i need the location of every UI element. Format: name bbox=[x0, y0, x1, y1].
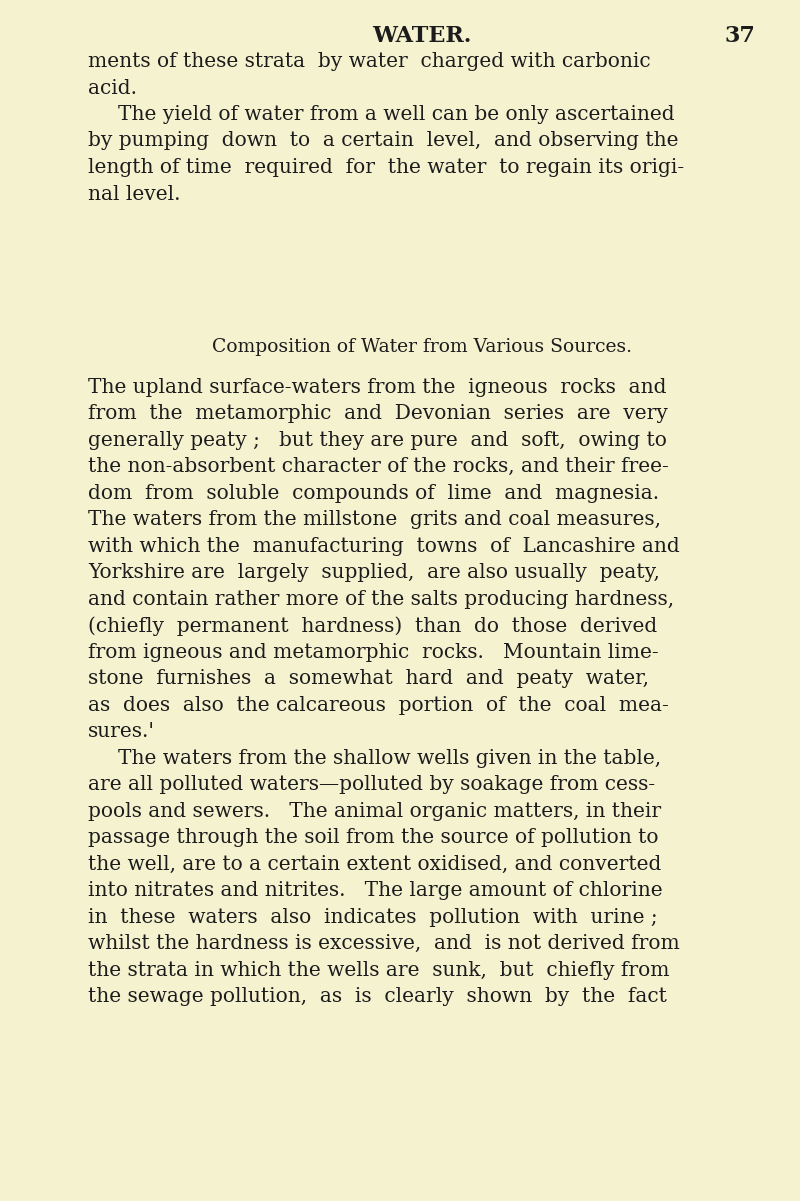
Text: and contain rather more of the salts producing hardness,: and contain rather more of the salts pro… bbox=[88, 590, 674, 609]
Text: in  these  waters  also  indicates  pollution  with  urine ;: in these waters also indicates pollution… bbox=[88, 908, 658, 927]
Text: into nitrates and nitrites.   The large amount of chlorine: into nitrates and nitrites. The large am… bbox=[88, 882, 662, 901]
Text: the sewage pollution,  as  is  clearly  shown  by  the  fact: the sewage pollution, as is clearly show… bbox=[88, 987, 667, 1006]
Text: (chiefly  permanent  hardness)  than  do  those  derived: (chiefly permanent hardness) than do tho… bbox=[88, 616, 658, 635]
Text: The waters from the millstone  grits and coal measures,: The waters from the millstone grits and … bbox=[88, 510, 661, 530]
Text: are all polluted waters—polluted by soakage from cess-: are all polluted waters—polluted by soak… bbox=[88, 776, 655, 794]
Text: The waters from the shallow wells given in the table,: The waters from the shallow wells given … bbox=[118, 748, 661, 767]
Text: with which the  manufacturing  towns  of  Lancashire and: with which the manufacturing towns of La… bbox=[88, 537, 680, 556]
Text: stone  furnishes  a  somewhat  hard  and  peaty  water,: stone furnishes a somewhat hard and peat… bbox=[88, 669, 649, 688]
Text: pools and sewers.   The animal organic matters, in their: pools and sewers. The animal organic mat… bbox=[88, 802, 661, 820]
Text: sures.': sures.' bbox=[88, 722, 155, 741]
Text: acid.: acid. bbox=[88, 78, 137, 97]
Text: dom  from  soluble  compounds of  lime  and  magnesia.: dom from soluble compounds of lime and m… bbox=[88, 484, 659, 503]
Text: The yield of water from a well can be only ascertained: The yield of water from a well can be on… bbox=[118, 104, 674, 124]
Text: 37: 37 bbox=[724, 25, 755, 47]
Text: the strata in which the wells are  sunk,  but  chiefly from: the strata in which the wells are sunk, … bbox=[88, 961, 670, 980]
Text: from  the  metamorphic  and  Devonian  series  are  very: from the metamorphic and Devonian series… bbox=[88, 405, 668, 423]
Text: whilst the hardness is excessive,  and  is not derived from: whilst the hardness is excessive, and is… bbox=[88, 934, 680, 954]
Text: nal level.: nal level. bbox=[88, 185, 181, 203]
Text: as  does  also  the calcareous  portion  of  the  coal  mea-: as does also the calcareous portion of t… bbox=[88, 695, 669, 715]
Text: Yorkshire are  largely  supplied,  are also usually  peaty,: Yorkshire are largely supplied, are also… bbox=[88, 563, 660, 582]
Text: ments of these strata  by water  charged with carbonic: ments of these strata by water charged w… bbox=[88, 52, 650, 71]
Text: the well, are to a certain extent oxidised, and converted: the well, are to a certain extent oxidis… bbox=[88, 855, 662, 874]
Text: passage through the soil from the source of pollution to: passage through the soil from the source… bbox=[88, 829, 658, 847]
Text: length of time  required  for  the water  to regain its origi-: length of time required for the water to… bbox=[88, 159, 684, 177]
Text: from igneous and metamorphic  rocks.   Mountain lime-: from igneous and metamorphic rocks. Moun… bbox=[88, 643, 658, 662]
Text: the non-absorbent character of the rocks, and their free-: the non-absorbent character of the rocks… bbox=[88, 458, 669, 477]
Text: WATER.: WATER. bbox=[372, 25, 471, 47]
Text: Composition of Water from Various Sources.: Composition of Water from Various Source… bbox=[211, 337, 631, 355]
Text: generally peaty ;   but they are pure  and  soft,  owing to: generally peaty ; but they are pure and … bbox=[88, 431, 667, 449]
Text: by pumping  down  to  a certain  level,  and observing the: by pumping down to a certain level, and … bbox=[88, 131, 678, 150]
Text: The upland surface-waters from the  igneous  rocks  and: The upland surface-waters from the igneo… bbox=[88, 378, 666, 396]
